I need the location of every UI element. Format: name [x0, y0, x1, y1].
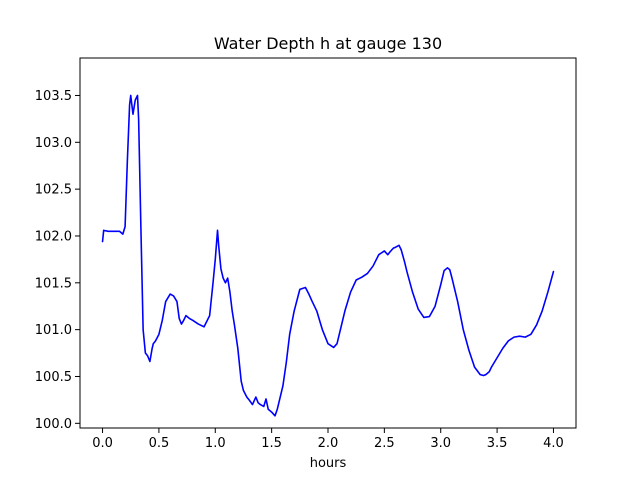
x-tick-label: 0.5 — [149, 436, 170, 451]
x-tick-label: 2.0 — [318, 436, 339, 451]
x-tick-label: 0.0 — [92, 436, 113, 451]
x-tick-label: 2.5 — [374, 436, 395, 451]
y-axis: 100.0 100.5 101.0 101.5 102.0 102.5 103.0 103.5 — [35, 89, 80, 432]
y-tick-label: 100.0 — [35, 417, 72, 432]
x-axis: 0.0 0.5 1.0 1.5 2.0 2.5 3.0 3.5 4.0 — [92, 428, 564, 451]
plot-frame — [79, 57, 577, 429]
x-axis-label: hours — [310, 456, 347, 471]
y-tick-label: 100.5 — [35, 370, 72, 385]
x-tick-label: 1.0 — [205, 436, 226, 451]
y-tick-label: 102.5 — [35, 183, 72, 198]
y-tick-label: 101.5 — [35, 276, 72, 291]
series-line — [101, 94, 555, 417]
x-tick-label: 4.0 — [543, 436, 564, 451]
x-tick-label: 1.5 — [261, 436, 282, 451]
y-tick-label: 103.0 — [35, 136, 72, 151]
x-tick-label: 3.0 — [430, 436, 451, 451]
y-tick-label: 103.5 — [35, 89, 72, 104]
y-tick-label: 101.0 — [35, 323, 72, 338]
plot-area — [101, 94, 555, 417]
chart-title: Water Depth h at gauge 130 — [214, 34, 442, 53]
y-tick-label: 102.0 — [35, 229, 72, 244]
x-tick-label: 3.5 — [487, 436, 508, 451]
